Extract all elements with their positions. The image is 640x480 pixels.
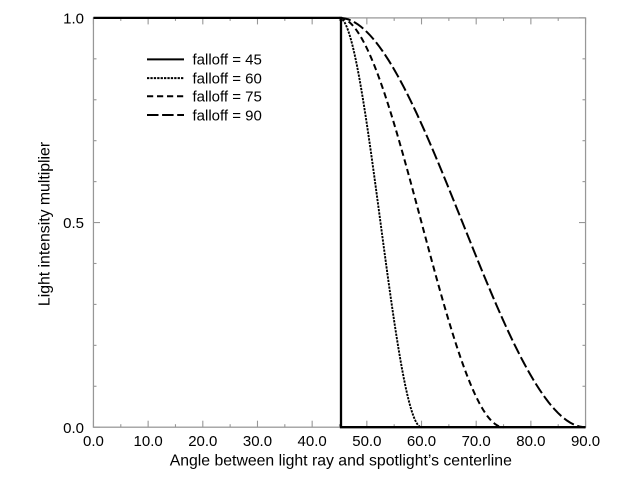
- svg-text:0.0: 0.0: [63, 420, 84, 437]
- svg-text:falloff = 60: falloff = 60: [193, 70, 262, 87]
- svg-text:Angle between light ray and sp: Angle between light ray and spotlight’s …: [170, 453, 512, 470]
- svg-text:70.0: 70.0: [462, 433, 491, 450]
- svg-text:falloff = 90: falloff = 90: [193, 107, 262, 124]
- svg-text:30.0: 30.0: [243, 433, 272, 450]
- svg-text:0.5: 0.5: [63, 215, 84, 232]
- svg-text:60.0: 60.0: [407, 433, 436, 450]
- svg-text:falloff = 45: falloff = 45: [193, 52, 262, 69]
- svg-text:80.0: 80.0: [516, 433, 545, 450]
- svg-text:90.0: 90.0: [571, 433, 600, 450]
- svg-text:falloff = 75: falloff = 75: [193, 89, 262, 106]
- svg-text:0.0: 0.0: [83, 433, 104, 450]
- svg-text:Light intensity multiplier: Light intensity multiplier: [37, 142, 54, 306]
- svg-text:40.0: 40.0: [298, 433, 327, 450]
- svg-text:1.0: 1.0: [63, 11, 84, 28]
- svg-text:50.0: 50.0: [352, 433, 381, 450]
- svg-text:10.0: 10.0: [134, 433, 163, 450]
- svg-text:20.0: 20.0: [188, 433, 217, 450]
